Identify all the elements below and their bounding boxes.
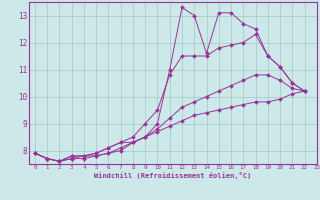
X-axis label: Windchill (Refroidissement éolien,°C): Windchill (Refroidissement éolien,°C) <box>94 172 252 179</box>
